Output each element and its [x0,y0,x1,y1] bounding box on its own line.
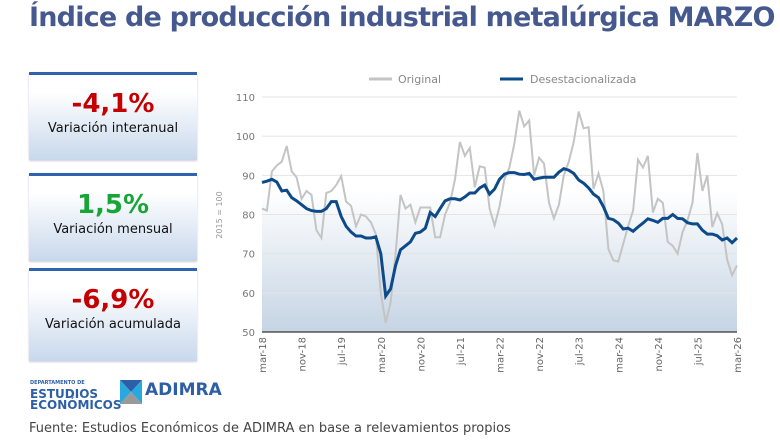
adimra-logo: ADIMRA [120,380,222,408]
x-tick-label: jul-23 [575,337,586,366]
card-value: -4,1% [71,89,155,119]
card-mensual: 1,5% Variación mensual [29,173,197,261]
y-tick-label: 60 [242,289,255,300]
source-note: Fuente: Estudios Económicos de ADIMRA en… [29,421,511,436]
legend-desestacionalizada: Desestacionalizada [530,73,636,86]
y-axis-label: 2015 = 100 [215,191,224,238]
x-tick-label: jul-19 [337,337,348,366]
x-tick-label: jul-25 [693,337,704,366]
x-tick-label: mar-18 [258,337,269,373]
card-interanual: -4,1% Variación interanual [29,72,197,160]
card-label: Variación interanual [47,121,179,136]
x-tick-label: nov-20 [416,337,427,371]
y-tick-label: 100 [236,132,255,143]
y-tick-label: 70 [242,250,255,261]
x-tick-label: mar-26 [733,337,744,373]
card-acumulada: -6,9% Variación acumulada [29,268,197,361]
series-desestacionalizada-line [261,167,739,301]
x-tick-label: mar-20 [377,337,388,373]
x-tick-label: mar-24 [614,337,625,373]
y-tick-label: 90 [242,171,255,182]
page-title: Índice de producción industrial metalúrg… [29,2,775,33]
x-tick-label: jul-21 [456,337,467,366]
series-original-line [261,110,738,324]
y-tick-label: 50 [242,328,255,339]
estudios-economicos-logo: DEPARTAMENTO DE ESTUDIOS ECONÓMICOS [30,380,122,412]
adimra-mark-icon [120,380,142,404]
x-tick-label: mar-22 [496,337,507,373]
card-label: Variación acumulada [45,317,181,332]
card-label: Variación mensual [53,222,173,237]
card-value: 1,5% [76,190,150,220]
legend-original: Original [398,73,441,86]
y-tick-label: 110 [236,93,255,104]
x-tick-label: nov-22 [535,337,546,371]
x-tick-label: nov-24 [654,337,665,371]
y-tick-label: 80 [242,211,255,222]
x-tick-label: nov-18 [298,337,309,371]
card-value: -6,9% [71,285,155,315]
